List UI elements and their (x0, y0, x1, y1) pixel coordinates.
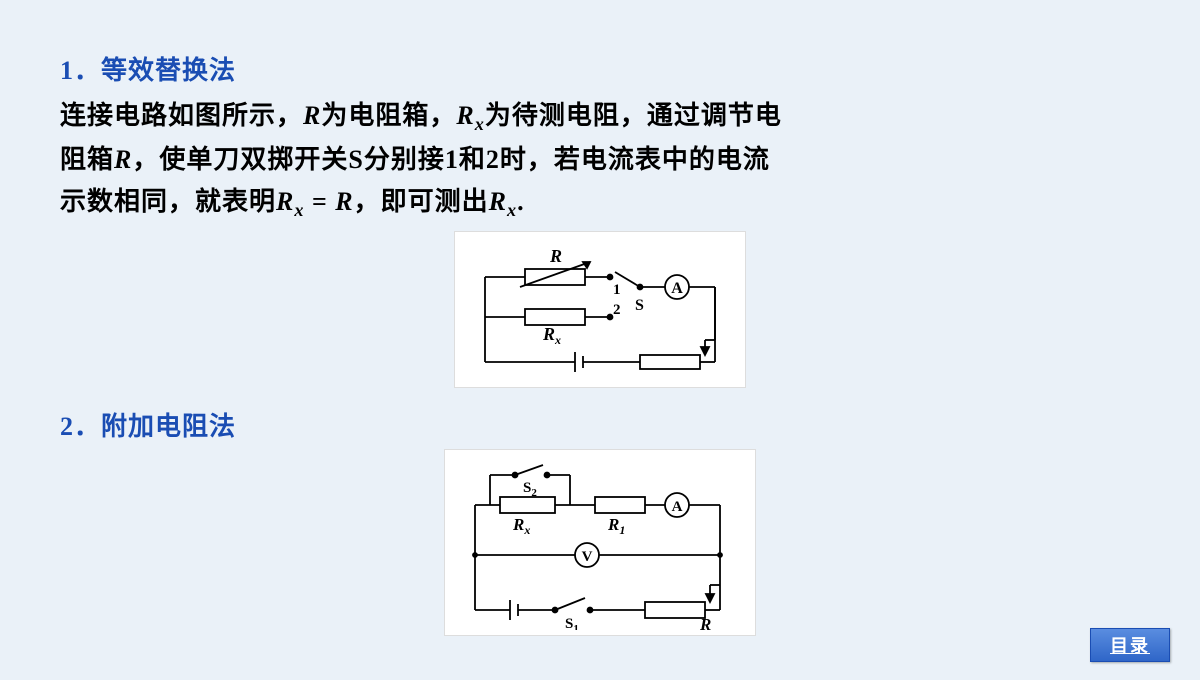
section-2-heading: 2．附加电阻法 (60, 406, 1140, 443)
text-fragment: 为待测电阻，通过调节电 (485, 101, 782, 130)
toc-button[interactable]: 目录 (1090, 628, 1170, 662)
text-fragment: 示数相同，就表明 (60, 187, 276, 216)
text-fragment: . (517, 187, 525, 216)
text-fragment: = (304, 187, 335, 216)
label-S1: S1 (565, 616, 579, 630)
slide-content: 1．等效替换法 连接电路如图所示，R为电阻箱，Rx为待测电阻，通过调节电 阻箱R… (0, 0, 1200, 636)
text-fragment: 阻箱 (60, 145, 114, 174)
var-Rx: Rx (456, 101, 484, 130)
label-A: A (671, 280, 683, 297)
circuit-diagram-2: S2 Rx R1 A V S1 R (444, 449, 756, 636)
label-R: R (699, 615, 711, 630)
var-Rx: Rx (276, 187, 304, 216)
diagram-2-wrap: S2 Rx R1 A V S1 R (60, 449, 1140, 636)
label-R1: R1 (607, 515, 625, 537)
label-S: S (635, 297, 644, 314)
label-A: A (672, 499, 683, 515)
var-Rx: Rx (489, 187, 517, 216)
circuit-diagram-1: R Rx 1 2 S A (454, 231, 746, 388)
var-R: R (114, 145, 132, 174)
label-V: V (582, 549, 593, 565)
text-fragment: ，即可测出 (354, 187, 489, 216)
section-1-body: 连接电路如图所示，R为电阻箱，Rx为待测电阻，通过调节电 阻箱R，使单刀双掷开关… (60, 95, 1140, 225)
text-fragment: 为电阻箱， (321, 101, 456, 130)
label-Rx: Rx (512, 515, 530, 537)
text-fragment: 连接电路如图所示， (60, 101, 303, 130)
label-Rx: Rx (542, 324, 561, 347)
section-1-heading: 1．等效替换法 (60, 50, 1140, 87)
label-pos1: 1 (613, 282, 621, 298)
text-fragment: ，使单刀双掷开关S分别接1和2时，若电流表中的电流 (132, 145, 769, 174)
label-pos2: 2 (613, 302, 621, 318)
label-R: R (549, 246, 562, 266)
var-R: R (303, 101, 321, 130)
diagram-1-wrap: R Rx 1 2 S A (60, 231, 1140, 388)
var-R: R (335, 187, 353, 216)
